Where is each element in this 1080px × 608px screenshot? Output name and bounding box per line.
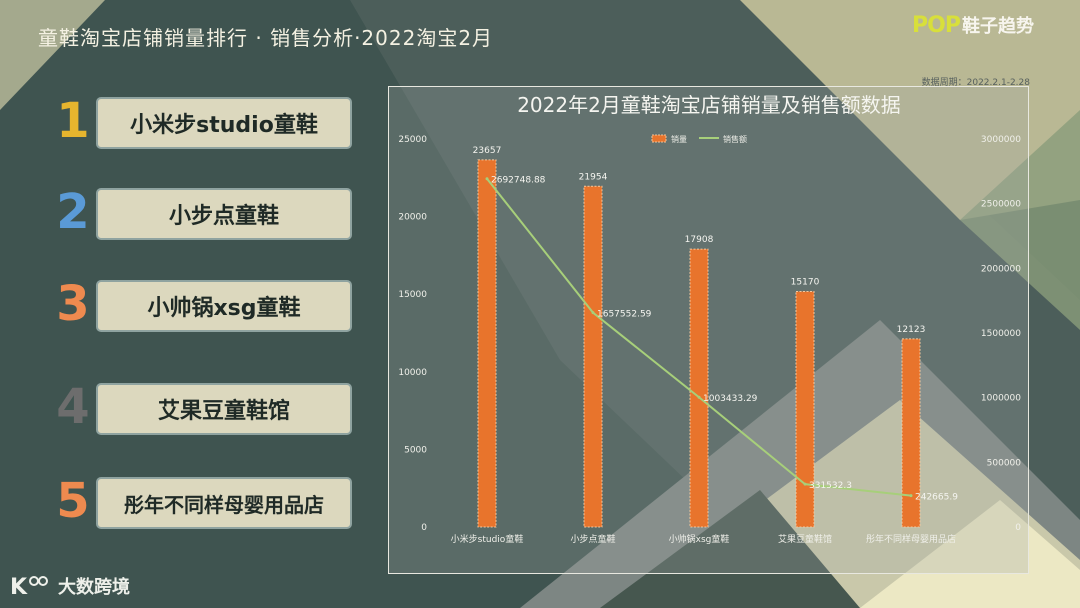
footer-brand-text: 大数跨境 xyxy=(58,577,130,598)
bar-value-label: 23657 xyxy=(473,146,502,156)
bg-shape-right-beige xyxy=(740,0,1080,220)
chart-panel: 2022年2月童鞋淘宝店铺销量及销售额数据销量 销售额 0 5000 10000 1500… xyxy=(388,86,1029,574)
brand-name: 鞋子趋势 xyxy=(962,16,1034,37)
page-title: 童鞋淘宝店铺销量排行 · 销售分析·2022淘宝2月 xyxy=(38,26,494,50)
rank-shop-name: 彤年不同样母婴用品店 xyxy=(96,477,352,529)
line-point-sales-amount xyxy=(485,177,489,181)
line-value-label: 242665.9 xyxy=(915,493,958,503)
bg-shape-bottom-dark xyxy=(600,490,860,608)
y2-axis-tick-label: 2500000 xyxy=(981,200,1021,210)
line-point-sales-amount xyxy=(909,494,913,498)
y-axis-tick-label: 5000 xyxy=(404,445,427,455)
y2-axis-tick-label: 1000000 xyxy=(981,394,1021,404)
bg-shape-right-mid xyxy=(960,110,1080,330)
line-value-label: 331532.3 xyxy=(809,481,852,491)
bar-sales-volume xyxy=(689,248,709,528)
bar-sales-volume xyxy=(901,338,921,528)
rank-item-2: 2 小步点童鞋 xyxy=(50,184,360,242)
y2-axis-tick-label: 2000000 xyxy=(981,264,1021,274)
bar-value-label: 15170 xyxy=(791,278,820,288)
rank-shop-name: 小米步studio童鞋 xyxy=(96,97,352,149)
rank-shop-name: 小步点童鞋 xyxy=(96,188,352,240)
rank-item-5: 5 彤年不同样母婴用品店 xyxy=(50,473,360,531)
bar-value-label: 21954 xyxy=(579,172,608,182)
line-point-sales-amount xyxy=(591,311,595,315)
bg-shape-triangle-cream xyxy=(860,500,1080,608)
brand-logo: POP 鞋子趋势 xyxy=(912,12,1034,38)
bar-value-label: 12123 xyxy=(897,325,926,335)
y2-axis-tick-label: 500000 xyxy=(987,458,1022,468)
line-point-sales-amount xyxy=(697,395,701,399)
bar-value-label: 17908 xyxy=(685,235,714,245)
legend-label-sales-amount: 销售额 xyxy=(723,134,747,144)
x-axis-category-label: 小米步studio童鞋 xyxy=(451,533,524,545)
line-value-label: 1657552.59 xyxy=(597,310,652,320)
y2-axis-tick-label: 0 xyxy=(1015,523,1021,533)
rank-shop-name: 艾果豆童鞋馆 xyxy=(96,383,352,435)
line-point-sales-amount xyxy=(803,482,807,486)
rank-number: 5 xyxy=(56,473,90,529)
line-value-label: 2692748.88 xyxy=(491,176,546,186)
rank-item-3: 3 小帅锅xsg童鞋 xyxy=(50,276,360,334)
x-axis-category-label: 小步点童鞋 xyxy=(570,533,615,545)
bg-shape-left-light xyxy=(0,0,105,110)
footer-logo: K 大数跨境 xyxy=(10,572,130,600)
y-axis-tick-label: 25000 xyxy=(398,135,427,145)
rank-number: 2 xyxy=(56,184,90,240)
legend-bar-swatch xyxy=(651,134,667,143)
y-axis-tick-label: 15000 xyxy=(398,290,427,300)
chart-title: 2022年2月童鞋淘宝店铺销量及销售额数据 xyxy=(517,93,901,117)
rank-item-1: 1 小米步studio童鞋 xyxy=(50,93,360,151)
bar-sales-volume xyxy=(583,185,603,528)
rank-number: 3 xyxy=(56,276,90,332)
svg-text:K: K xyxy=(10,575,28,600)
y-axis-tick-label: 0 xyxy=(421,523,427,533)
y-axis-tick-label: 10000 xyxy=(398,368,427,378)
legend-label-sales-volume: 销量 xyxy=(671,134,687,144)
rank-shop-name: 小帅锅xsg童鞋 xyxy=(96,280,352,332)
bar-sales-volume xyxy=(477,159,497,528)
rank-item-4: 4 艾果豆童鞋馆 xyxy=(50,379,360,437)
x-axis-category-label: 艾果豆童鞋馆 xyxy=(778,533,832,545)
line-value-label: 1003433.29 xyxy=(703,394,758,404)
y2-axis-tick-label: 1500000 xyxy=(981,329,1021,339)
data-period: 数据周期：2022.2.1-2.28 xyxy=(921,78,1030,88)
x-axis-category-label: 小帅锅xsg童鞋 xyxy=(669,533,730,545)
y2-axis-tick-label: 3000000 xyxy=(981,135,1021,145)
k-logo-icon: K xyxy=(10,575,48,600)
y-axis-tick-label: 20000 xyxy=(398,213,427,223)
rank-number: 4 xyxy=(56,379,90,435)
brand-pop-mark: POP xyxy=(912,12,961,38)
rank-number: 1 xyxy=(56,93,90,149)
x-axis-category-label: 彤年不同样母婴用品店 xyxy=(866,533,956,545)
bar-sales-volume xyxy=(795,291,815,528)
